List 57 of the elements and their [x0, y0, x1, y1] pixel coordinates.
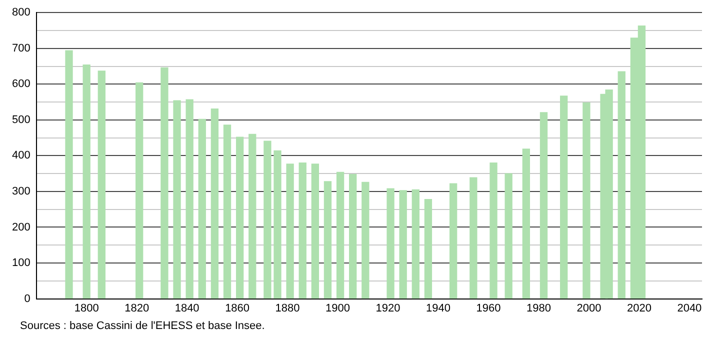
bar — [210, 108, 219, 299]
y-tick-label: 100 — [12, 257, 30, 270]
bar — [362, 182, 370, 299]
bar — [504, 173, 512, 299]
bar — [560, 96, 568, 299]
bar — [160, 67, 168, 299]
bar — [490, 162, 498, 299]
y-tick-label: 600 — [12, 78, 30, 90]
x-tick-label: 1840 — [174, 302, 200, 314]
bar — [470, 177, 478, 299]
bar — [236, 136, 244, 299]
bar — [311, 164, 319, 299]
bar — [522, 148, 530, 299]
bar — [274, 150, 282, 299]
bar — [349, 174, 357, 299]
bar — [264, 140, 272, 299]
bar — [399, 190, 407, 299]
bar — [386, 188, 394, 299]
source-note: Sources : base Cassini de l'EHESS et base Insee. — [20, 320, 266, 332]
bar — [618, 71, 626, 299]
x-tick-label: 2040 — [677, 302, 702, 314]
bar — [449, 183, 458, 299]
x-tick-label: 1980 — [526, 302, 551, 314]
y-tick-label: 400 — [12, 150, 30, 162]
y-tick-label: 200 — [12, 221, 30, 234]
x-tick-label: 1860 — [225, 302, 250, 314]
bar — [298, 162, 306, 299]
bar — [186, 99, 194, 299]
x-tick-label: 1880 — [275, 302, 300, 314]
x-tick-label: 1940 — [426, 302, 450, 314]
bar — [336, 172, 344, 299]
y-tick-label: 500 — [12, 114, 30, 126]
bar — [540, 112, 548, 299]
bar — [98, 70, 106, 299]
bar — [136, 82, 144, 299]
bar — [173, 100, 181, 299]
bar — [198, 118, 206, 299]
bar — [65, 50, 73, 299]
bar — [286, 164, 294, 299]
x-tick-label: 2020 — [626, 302, 652, 314]
bar — [248, 134, 256, 299]
x-tick-label: 1800 — [74, 302, 99, 314]
y-tick-label: 300 — [12, 186, 30, 198]
x-tick-label: 1920 — [376, 302, 400, 314]
x-tick-label: 1900 — [326, 302, 350, 314]
y-tick-label: 800 — [12, 6, 30, 19]
y-tick-label: 700 — [12, 42, 30, 54]
bar — [82, 64, 90, 299]
y-tick-label: 0 — [24, 292, 30, 305]
bar — [223, 124, 232, 299]
bar — [412, 189, 420, 299]
bar — [324, 181, 332, 299]
x-tick-label: 2000 — [576, 302, 602, 314]
x-tick-label: 1820 — [124, 302, 150, 314]
bar — [424, 199, 432, 299]
bar — [582, 102, 590, 299]
x-tick-label: 1960 — [476, 302, 501, 314]
